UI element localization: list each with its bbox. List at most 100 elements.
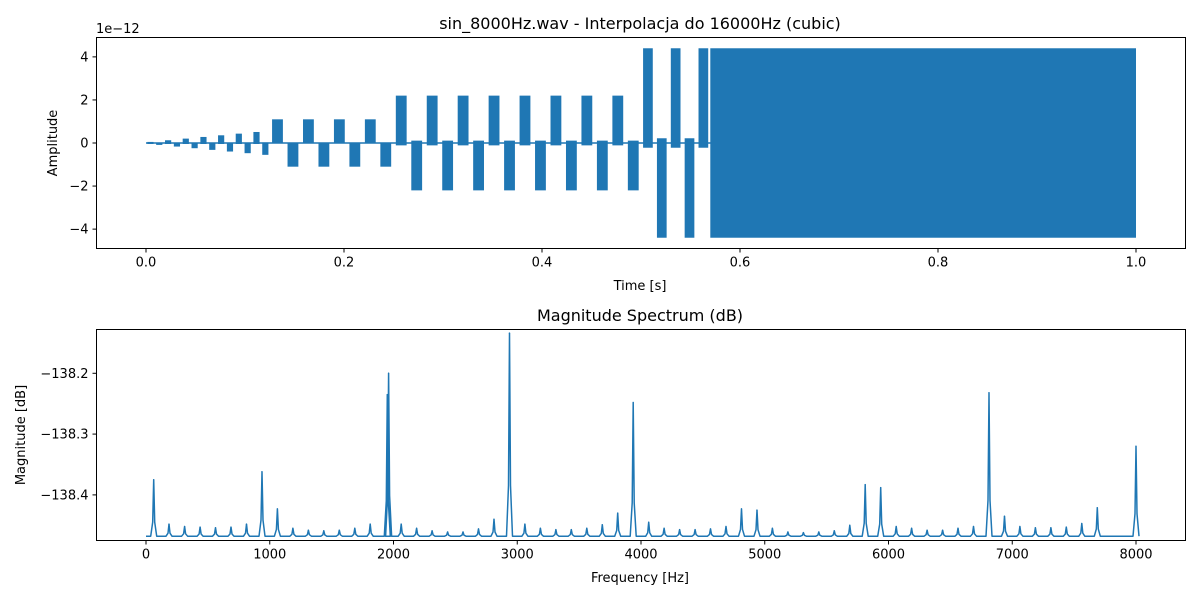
waveform-burst-tail <box>535 140 546 143</box>
waveform-burst <box>226 143 234 152</box>
waveform-burst <box>364 119 376 143</box>
y-tick-label: 2 <box>80 93 88 108</box>
spectrum-peak <box>1019 525 1021 528</box>
waveform-burst <box>272 119 283 143</box>
spectrum-peak <box>1065 526 1067 528</box>
spectrum-peak <box>214 527 217 529</box>
waveform-burst-tail <box>191 142 198 144</box>
spectrum-peak <box>756 509 758 511</box>
spectrum-peak <box>972 525 975 528</box>
spectrum-peak <box>895 525 897 528</box>
spectrum-peak <box>601 524 603 526</box>
spectrum-peak <box>864 483 866 486</box>
spectrum-peak <box>400 523 402 525</box>
spectrum-peak <box>387 372 390 374</box>
waveform-burst <box>209 143 216 150</box>
spectrum-peak <box>787 531 789 533</box>
waveform-burst <box>535 143 546 191</box>
waveform-burst <box>156 143 163 145</box>
spectrum-peak <box>292 527 294 529</box>
spectrum-peak <box>1096 507 1098 509</box>
spectrum-peak <box>230 526 232 528</box>
spectrum-peak <box>508 332 511 334</box>
waveform-burst <box>380 143 392 167</box>
waveform-burst <box>147 141 154 143</box>
spectrum-peak <box>386 393 388 396</box>
spectrum-plot-y-ticks: −138.2 −138.3 −138.4 <box>40 367 97 503</box>
spectrum-plot-y-label: Magnitude [dB] <box>14 385 29 485</box>
time-plot-x-ticks: 0.0 0.2 0.4 0.6 0.8 1.0 <box>136 248 1146 271</box>
waveform-burst-tail <box>395 143 407 146</box>
waveform-burst <box>182 138 189 143</box>
spectrum-peak <box>911 527 913 529</box>
spectrum-plot-x-ticks: 0 1000 2000 3000 4000 5000 6000 7000 8000 <box>142 540 1153 563</box>
spectrum-peak <box>586 527 588 529</box>
waveform-burst-tail <box>656 138 667 143</box>
spectrum-peak <box>833 530 835 532</box>
waveform-burst-tail <box>457 143 469 146</box>
waveform-burst <box>218 135 225 143</box>
waveform-burst-tail <box>426 143 438 146</box>
spectrum-peak <box>1003 515 1006 517</box>
spectrum-peak <box>477 528 480 530</box>
waveform-burst-tail <box>253 143 260 144</box>
waveform-burst <box>504 143 515 191</box>
spectrum-peak <box>493 518 495 520</box>
spectrum-peak <box>725 525 727 528</box>
waveform-burst-tail <box>612 143 624 146</box>
spectrum-peak <box>663 527 665 529</box>
waveform-burst-tail <box>442 140 454 143</box>
spectrum-peak <box>323 530 325 532</box>
spectrum-peak <box>694 528 696 531</box>
x-tick-label: 5000 <box>748 548 781 563</box>
waveform-burst-tail <box>244 142 251 144</box>
waveform-burst-tail <box>643 143 653 148</box>
spectrum-axes: Magnitude Spectrum (dB) 0 1000 2000 3000 400… <box>14 306 1186 586</box>
waveform-burst-tail <box>488 143 500 146</box>
waveform-burst <box>244 143 251 154</box>
spectrum-peak <box>276 508 279 510</box>
waveform-burst-tail <box>596 140 608 143</box>
waveform-burst-tail <box>147 143 154 144</box>
waveform-burst <box>165 140 172 143</box>
spectrum-peak <box>988 392 990 394</box>
spectrum-peak <box>416 527 418 529</box>
spectrum-peak <box>802 531 804 534</box>
spectrum-peak <box>369 523 371 525</box>
waveform-burst <box>488 95 500 143</box>
time-plot-y-scale-label: 1e−12 <box>96 22 140 37</box>
spectrum-peak <box>446 531 449 533</box>
x-tick-label: 7000 <box>996 548 1029 563</box>
waveform-burst <box>550 95 562 143</box>
waveform-burst <box>442 143 454 191</box>
waveform-burst-tail <box>262 142 269 144</box>
waveform-burst <box>395 95 407 143</box>
spectrum-peak <box>153 479 155 481</box>
spectrum-peak <box>1050 527 1052 529</box>
x-tick-label: 4000 <box>624 548 657 563</box>
spectrum-peak <box>184 525 186 528</box>
spectrum-peak <box>307 529 309 531</box>
time-plot-x-label: Time [s] <box>613 279 667 294</box>
waveform-burst-tail <box>473 140 484 143</box>
waveform-burst-tail <box>235 143 242 144</box>
waveform-dense-band <box>710 48 1136 238</box>
waveform-burst-tail <box>627 140 639 143</box>
x-tick-label: 0.2 <box>334 256 355 271</box>
waveform-burst <box>303 119 314 143</box>
spectrum-peak <box>524 523 526 525</box>
y-tick-label: −2 <box>69 180 88 195</box>
waveform-burst <box>698 48 709 143</box>
spectrum-peak <box>199 526 201 528</box>
waveform-burst <box>627 143 639 191</box>
waveform-burst <box>643 48 653 143</box>
spectrum-peak <box>245 523 248 525</box>
x-tick-label: 0.4 <box>532 256 553 271</box>
waveform-burst <box>349 143 361 167</box>
waveform-burst-tail <box>165 143 172 144</box>
waveform-burst <box>235 133 242 143</box>
spectrum-peak <box>462 531 464 533</box>
time-plot-y-label: Amplitude <box>46 110 61 177</box>
waveform-burst <box>457 95 469 143</box>
